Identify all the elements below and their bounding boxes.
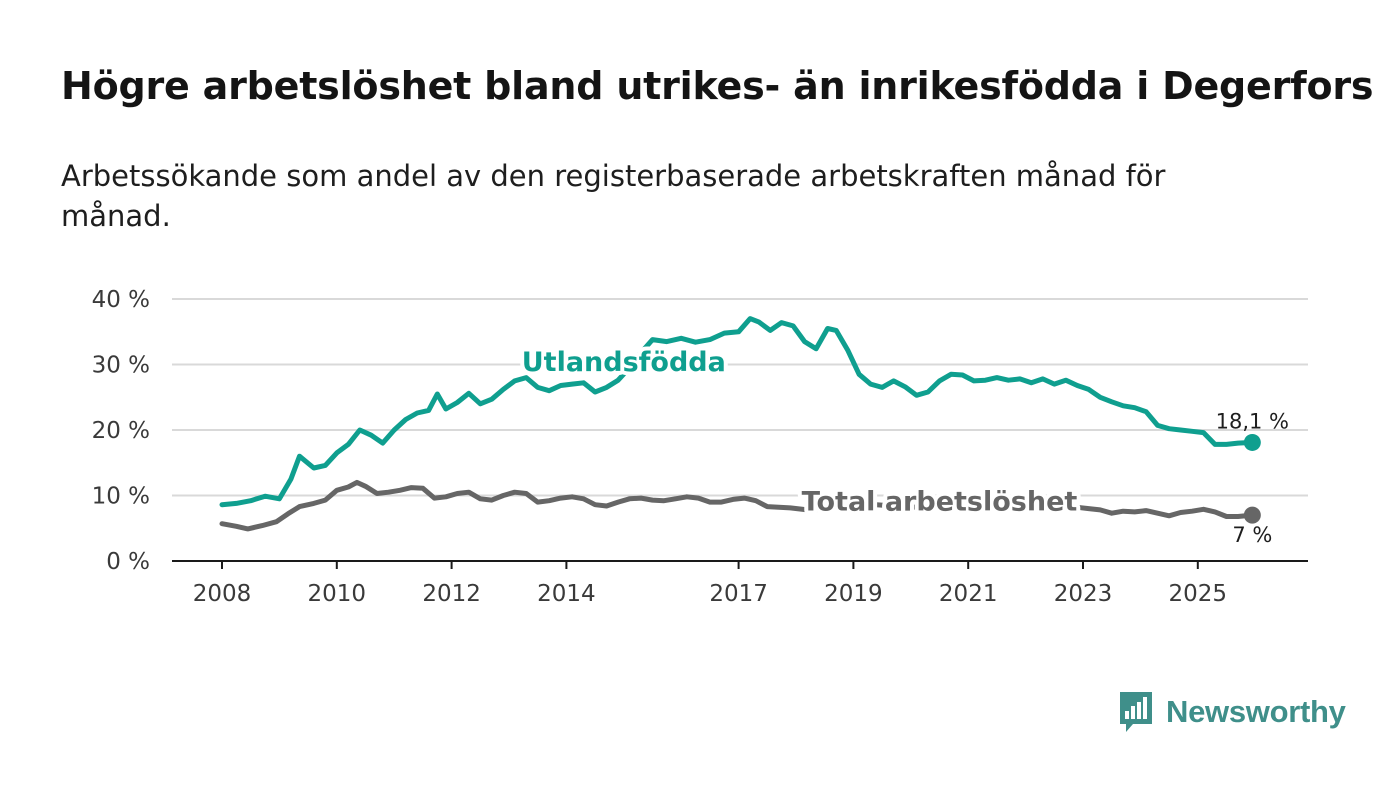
end-point-marker	[1243, 506, 1261, 524]
x-tick-label: 2021	[939, 581, 998, 607]
end-markers: 18,1 % 7 %	[1216, 409, 1289, 547]
x-tick-label: 2025	[1169, 581, 1228, 607]
x-tick-label: 2019	[824, 581, 883, 607]
end-value-label: 18,1 %	[1216, 409, 1289, 433]
series-label: Total arbetslöshet	[802, 487, 1078, 518]
chart-subtitle: Arbetssökande som andel av den registerb…	[61, 159, 1166, 233]
y-tick-label: 0 %	[106, 549, 150, 575]
y-axis-ticks: 0 % 10 % 20 % 30 % 40 %	[92, 287, 150, 575]
series-lines	[219, 316, 1255, 532]
newsworthy-logo-icon	[1120, 692, 1152, 732]
brand-name: Newsworthy	[1166, 694, 1346, 729]
y-tick-label: 40 %	[92, 287, 150, 313]
x-axis: 2008 2010 2012 2014 2017 2019 2021 2023 2025	[172, 560, 1308, 607]
x-tick-label: 2023	[1054, 581, 1113, 607]
series-line-total	[219, 479, 1255, 532]
x-tick-label: 2014	[537, 581, 596, 607]
series-labels: Utlandsfödda Total arbetslöshet	[518, 343, 1082, 522]
end-value-label: 7 %	[1232, 523, 1272, 547]
y-tick-label: 30 %	[92, 353, 150, 379]
y-tick-label: 10 %	[92, 484, 150, 510]
x-tick-label: 2010	[308, 581, 367, 607]
end-point-marker	[1243, 433, 1261, 451]
x-tick-label: 2012	[422, 581, 481, 607]
brand[interactable]: Newsworthy	[1118, 690, 1346, 734]
series-label: Utlandsfödda	[522, 347, 726, 378]
y-tick-label: 20 %	[92, 418, 150, 444]
chart-title: Högre arbetslöshet bland utrikes- än inr…	[61, 64, 1374, 108]
series-line-utlandsfodda	[219, 316, 1255, 508]
x-tick-label: 2008	[193, 581, 252, 607]
x-tick-label: 2017	[709, 581, 768, 607]
